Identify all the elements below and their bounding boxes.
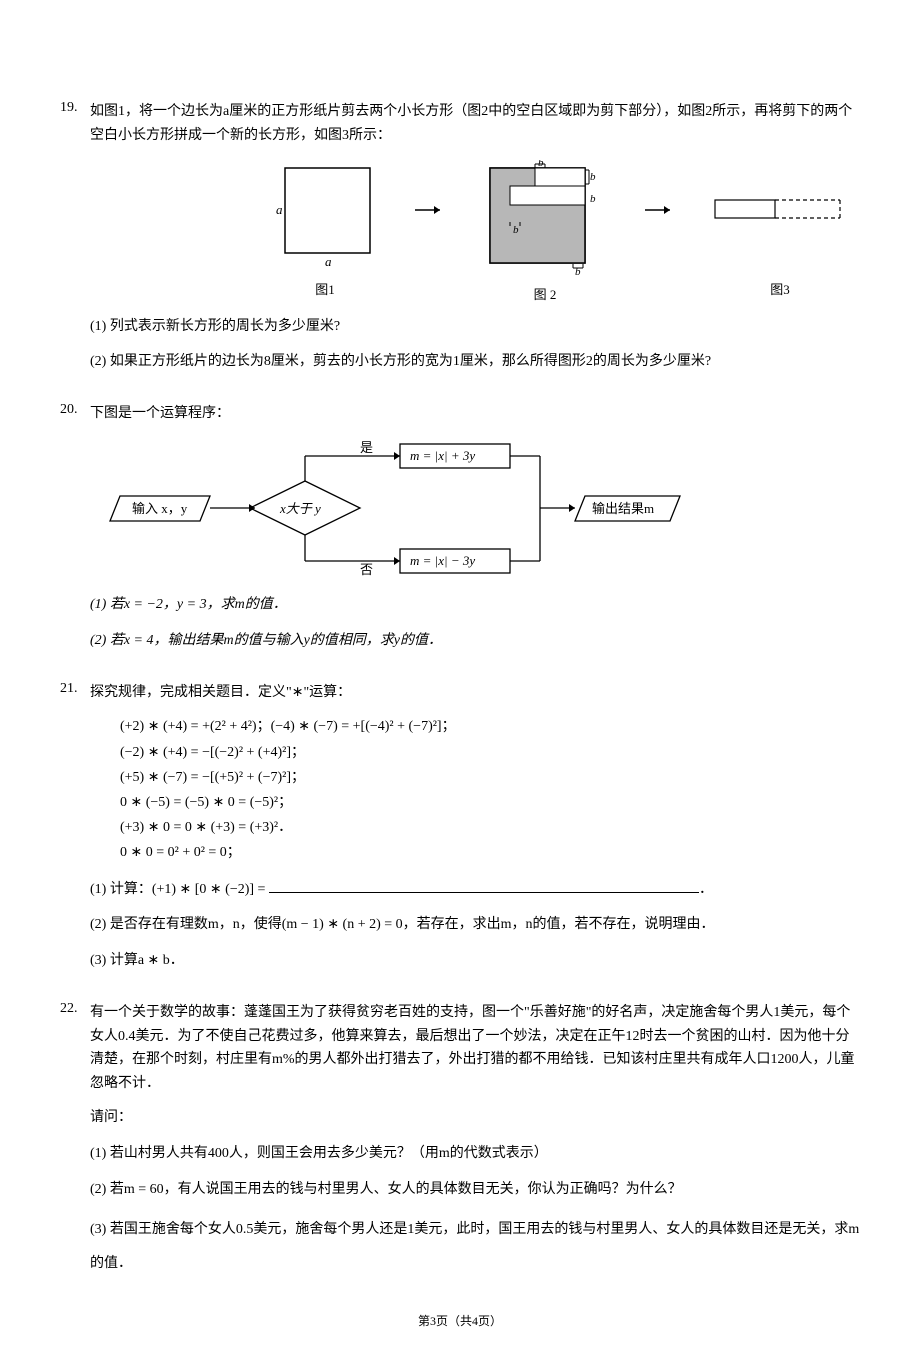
eq-line: 0 ∗ (−5) = (−5) ∗ 0 = (−5)²； <box>120 790 860 815</box>
flow-no: 否 <box>360 562 373 576</box>
flowchart: 输入 x，y x大于 y 是 m = |x| + 3y 否 m = |x| − … <box>100 436 860 581</box>
fig-a-left: a <box>276 202 283 217</box>
problem-number: 20. <box>60 402 90 418</box>
flow-input: 输入 x，y <box>132 501 188 516</box>
sub-question-2: (2) 若x = 4，输出结果m的值与输入y的值相同，求y的值． <box>90 629 860 653</box>
fig-b: b <box>590 193 596 205</box>
problem-22: 22. 有一个关于数学的故事：蓬蓬国王为了获得贫穷老百姓的支持，图一个"乐善好施… <box>60 1001 860 1281</box>
fig-b: b <box>513 224 519 236</box>
problem-text: 如图1，将一个边长为a厘米的正方形纸片剪去两个小长方形（图2中的空白区域即为剪下… <box>90 100 860 148</box>
sub-question-1: (1) 若山村男人共有400人，则国王会用去多少美元？（用m的代数式表示） <box>90 1142 860 1166</box>
sub-question-1: (1) 计算：(+1) ∗ [0 ∗ (−2)] = ． <box>90 878 860 902</box>
sub-question-2: (2) 若m = 60，有人说国王用去的钱与村里男人、女人的具体数目无关，你认为… <box>90 1178 860 1202</box>
fig-label: 图3 <box>710 279 850 298</box>
figure-1: a a 图1 <box>270 160 380 298</box>
eq-line: (+3) ∗ 0 = 0 ∗ (+3) = (+3)²． <box>120 815 860 840</box>
fig3-svg <box>710 160 850 270</box>
stem-cont: 请问： <box>90 1106 860 1130</box>
sub-question-2: (2) 如果正方形纸片的边长为8厘米，剪去的小长方形的宽为1厘米，那么所得图形2… <box>90 350 860 374</box>
sub-question-3: (3) 若国王施舍每个女人0.5美元，施舍每个男人还是1美元，此时，国王用去的钱… <box>90 1213 860 1280</box>
problem-stem: 21. 探究规律，完成相关题目．定义"∗"运算： <box>60 681 860 705</box>
problem-text: 探究规律，完成相关题目．定义"∗"运算： <box>90 681 860 705</box>
problem-number: 21. <box>60 681 90 697</box>
flowchart-svg: 输入 x，y x大于 y 是 m = |x| + 3y 否 m = |x| − … <box>100 436 700 576</box>
arrow-2 <box>640 160 680 270</box>
flow-m2: m = |x| − 3y <box>410 553 475 568</box>
fig2-svg: b b b b b <box>480 160 610 275</box>
flow-m1: m = |x| + 3y <box>410 448 475 463</box>
sub-question-3: (3) 计算a ∗ b． <box>90 949 860 973</box>
fig-label: 图 2 <box>480 284 610 303</box>
eq-line: (−2) ∗ (+4) = −[(−2)² + (+4)²]； <box>120 740 860 765</box>
figure-2: b b b b b 图 2 <box>480 160 610 303</box>
problem-number: 22. <box>60 1001 90 1017</box>
sub-question-1: (1) 若x = −2，y = 3，求m的值． <box>90 593 860 617</box>
eq-line: (+5) ∗ (−7) = −[(+5)² + (−7)²]； <box>120 765 860 790</box>
eq-line: 0 ∗ 0 = 0² + 0² = 0； <box>120 840 860 865</box>
eq-line: (+2) ∗ (+4) = +(2² + 4²)；(−4) ∗ (−7) = +… <box>120 714 860 739</box>
fig-b: b <box>575 266 581 275</box>
arrow-1 <box>410 160 450 270</box>
problem-stem: 20. 下图是一个运算程序： <box>60 402 860 426</box>
figure-3: 图3 <box>710 160 850 298</box>
problem-19: 19. 如图1，将一个边长为a厘米的正方形纸片剪去两个小长方形（图2中的空白区域… <box>60 100 860 374</box>
problem-text: 下图是一个运算程序： <box>90 402 860 426</box>
problem-stem: 19. 如图1，将一个边长为a厘米的正方形纸片剪去两个小长方形（图2中的空白区域… <box>60 100 860 148</box>
fig-label: 图1 <box>270 279 380 298</box>
problem-text: 有一个关于数学的故事：蓬蓬国王为了获得贫穷老百姓的支持，图一个"乐善好施"的好名… <box>90 1001 860 1096</box>
sub-question-2: (2) 是否存在有理数m，n，使得(m − 1) ∗ (n + 2) = 0，若… <box>90 913 860 937</box>
flow-output: 输出结果m <box>592 501 654 516</box>
sub-question-1: (1) 列式表示新长方形的周长为多少厘米? <box>90 315 860 339</box>
problem-20: 20. 下图是一个运算程序： 输入 x，y x大于 y 是 m = |x| + … <box>60 402 860 652</box>
blank-fill[interactable] <box>269 879 699 893</box>
sub1-post: ． <box>699 882 713 897</box>
flow-yes: 是 <box>360 440 373 455</box>
figure-row: a a 图1 <box>260 160 860 303</box>
sub1-pre: (1) 计算：(+1) ∗ [0 ∗ (−2)] = <box>90 882 269 897</box>
flow-cond: x大于 y <box>279 501 321 516</box>
fig-b: b <box>590 171 596 183</box>
problem-stem: 22. 有一个关于数学的故事：蓬蓬国王为了获得贫穷老百姓的支持，图一个"乐善好施… <box>60 1001 860 1096</box>
fig-a-bottom: a <box>325 254 332 269</box>
problem-number: 19. <box>60 100 90 116</box>
fig1-svg: a a <box>270 160 380 270</box>
page-footer: 第3页（共4页） <box>0 1312 920 1329</box>
problem-21: 21. 探究规律，完成相关题目．定义"∗"运算： (+2) ∗ (+4) = +… <box>60 681 860 973</box>
